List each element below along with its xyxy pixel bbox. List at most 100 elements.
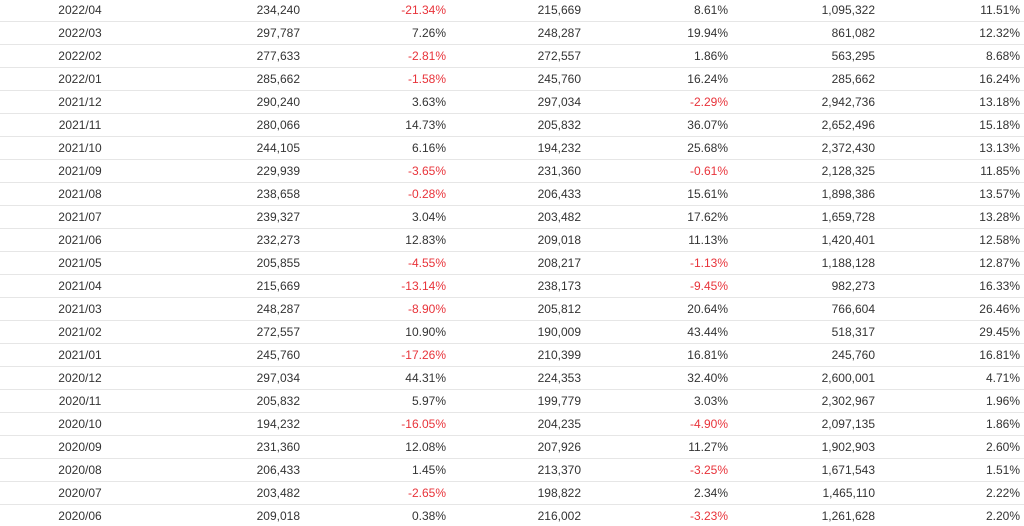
cell-value-1: 232,273: [160, 228, 300, 252]
cell-value-2: 210,399: [446, 343, 581, 367]
cell-change-1: -16.05%: [300, 412, 446, 436]
cell-month: 2020/11: [0, 389, 160, 413]
cell-value-3: 2,942,736: [728, 90, 875, 114]
cell-value-2: 231,360: [446, 159, 581, 183]
cell-value-1: 245,760: [160, 343, 300, 367]
cell-change-3: 8.68%: [875, 44, 1024, 68]
cell-change-2: -3.25%: [581, 458, 728, 482]
cell-change-2: 20.64%: [581, 297, 728, 321]
cell-month: 2020/06: [0, 504, 160, 526]
cell-value-2: 205,832: [446, 113, 581, 137]
table-row: 2021/05 205,855 -4.55% 208,217 -1.13% 1,188,1…: [0, 251, 1024, 275]
cell-change-3: 12.58%: [875, 228, 1024, 252]
cell-value-2: 248,287: [446, 21, 581, 45]
cell-change-1: -4.55%: [300, 251, 446, 275]
cell-month: 2021/06: [0, 228, 160, 252]
cell-change-2: -4.90%: [581, 412, 728, 436]
cell-change-1: -21.34%: [300, 0, 446, 22]
cell-month: 2021/11: [0, 113, 160, 137]
cell-value-1: 194,232: [160, 412, 300, 436]
table-row: 2020/07 203,482 -2.65% 198,822 2.34% 1,465,11…: [0, 481, 1024, 505]
table-row: 2022/03 297,787 7.26% 248,287 19.94% 861,082 1…: [0, 21, 1024, 45]
cell-value-1: 234,240: [160, 0, 300, 22]
cell-month: 2021/10: [0, 136, 160, 160]
cell-value-1: 297,034: [160, 366, 300, 390]
cell-change-2: 15.61%: [581, 182, 728, 206]
cell-value-2: 297,034: [446, 90, 581, 114]
cell-value-3: 1,261,628: [728, 504, 875, 526]
cell-month: 2021/09: [0, 159, 160, 183]
cell-value-1: 239,327: [160, 205, 300, 229]
cell-change-1: 3.04%: [300, 205, 446, 229]
cell-change-3: 16.24%: [875, 67, 1024, 91]
table-row: 2021/11 280,066 14.73% 205,832 36.07% 2,652,4…: [0, 113, 1024, 137]
cell-change-2: 11.27%: [581, 435, 728, 459]
cell-value-2: 204,235: [446, 412, 581, 436]
cell-value-3: 861,082: [728, 21, 875, 45]
cell-value-3: 1,659,728: [728, 205, 875, 229]
cell-month: 2020/12: [0, 366, 160, 390]
cell-value-2: 272,557: [446, 44, 581, 68]
cell-value-2: 209,018: [446, 228, 581, 252]
cell-change-2: 25.68%: [581, 136, 728, 160]
cell-change-2: 8.61%: [581, 0, 728, 22]
cell-month: 2021/04: [0, 274, 160, 298]
cell-change-1: -0.28%: [300, 182, 446, 206]
cell-change-2: -2.29%: [581, 90, 728, 114]
cell-value-1: 203,482: [160, 481, 300, 505]
cell-change-3: 1.86%: [875, 412, 1024, 436]
cell-value-1: 205,855: [160, 251, 300, 275]
cell-value-3: 1,898,386: [728, 182, 875, 206]
cell-change-3: 11.51%: [875, 0, 1024, 22]
cell-change-1: -2.65%: [300, 481, 446, 505]
cell-value-2: 216,002: [446, 504, 581, 526]
table-row: 2020/10 194,232 -16.05% 204,235 -4.90% 2,097,…: [0, 412, 1024, 436]
cell-value-3: 563,295: [728, 44, 875, 68]
cell-change-3: 26.46%: [875, 297, 1024, 321]
cell-change-3: 16.33%: [875, 274, 1024, 298]
cell-change-1: -2.81%: [300, 44, 446, 68]
cell-value-1: 238,658: [160, 182, 300, 206]
cell-value-3: 245,760: [728, 343, 875, 367]
table-row: 2021/03 248,287 -8.90% 205,812 20.64% 766,604…: [0, 297, 1024, 321]
cell-value-3: 2,600,001: [728, 366, 875, 390]
cell-change-3: 1.96%: [875, 389, 1024, 413]
cell-value-3: 1,188,128: [728, 251, 875, 275]
table-row: 2021/06 232,273 12.83% 209,018 11.13% 1,420,4…: [0, 228, 1024, 252]
cell-change-1: 44.31%: [300, 366, 446, 390]
cell-value-3: 1,902,903: [728, 435, 875, 459]
cell-change-3: 13.18%: [875, 90, 1024, 114]
table-row: 2021/09 229,939 -3.65% 231,360 -0.61% 2,128,3…: [0, 159, 1024, 183]
cell-change-2: 16.81%: [581, 343, 728, 367]
cell-month: 2021/12: [0, 90, 160, 114]
cell-value-2: 213,370: [446, 458, 581, 482]
cell-value-3: 766,604: [728, 297, 875, 321]
cell-month: 2020/08: [0, 458, 160, 482]
cell-change-2: 43.44%: [581, 320, 728, 344]
cell-value-2: 203,482: [446, 205, 581, 229]
cell-month: 2022/02: [0, 44, 160, 68]
table-row: 2021/04 215,669 -13.14% 238,173 -9.45% 982,27…: [0, 274, 1024, 298]
cell-change-2: -0.61%: [581, 159, 728, 183]
cell-change-1: -3.65%: [300, 159, 446, 183]
cell-value-1: 272,557: [160, 320, 300, 344]
table-row: 2021/02 272,557 10.90% 190,009 43.44% 518,317…: [0, 320, 1024, 344]
table-row: 2021/08 238,658 -0.28% 206,433 15.61% 1,898,3…: [0, 182, 1024, 206]
cell-change-3: 2.22%: [875, 481, 1024, 505]
cell-month: 2020/07: [0, 481, 160, 505]
cell-value-1: 290,240: [160, 90, 300, 114]
cell-change-1: -13.14%: [300, 274, 446, 298]
table-row: 2020/11 205,832 5.97% 199,779 3.03% 2,302,967…: [0, 389, 1024, 413]
cell-change-1: 0.38%: [300, 504, 446, 526]
cell-value-2: 206,433: [446, 182, 581, 206]
cell-change-3: 13.28%: [875, 205, 1024, 229]
cell-change-2: 16.24%: [581, 67, 728, 91]
cell-month: 2021/01: [0, 343, 160, 367]
cell-value-3: 518,317: [728, 320, 875, 344]
cell-change-1: 5.97%: [300, 389, 446, 413]
cell-change-3: 1.51%: [875, 458, 1024, 482]
cell-change-2: 36.07%: [581, 113, 728, 137]
cell-month: 2020/10: [0, 412, 160, 436]
